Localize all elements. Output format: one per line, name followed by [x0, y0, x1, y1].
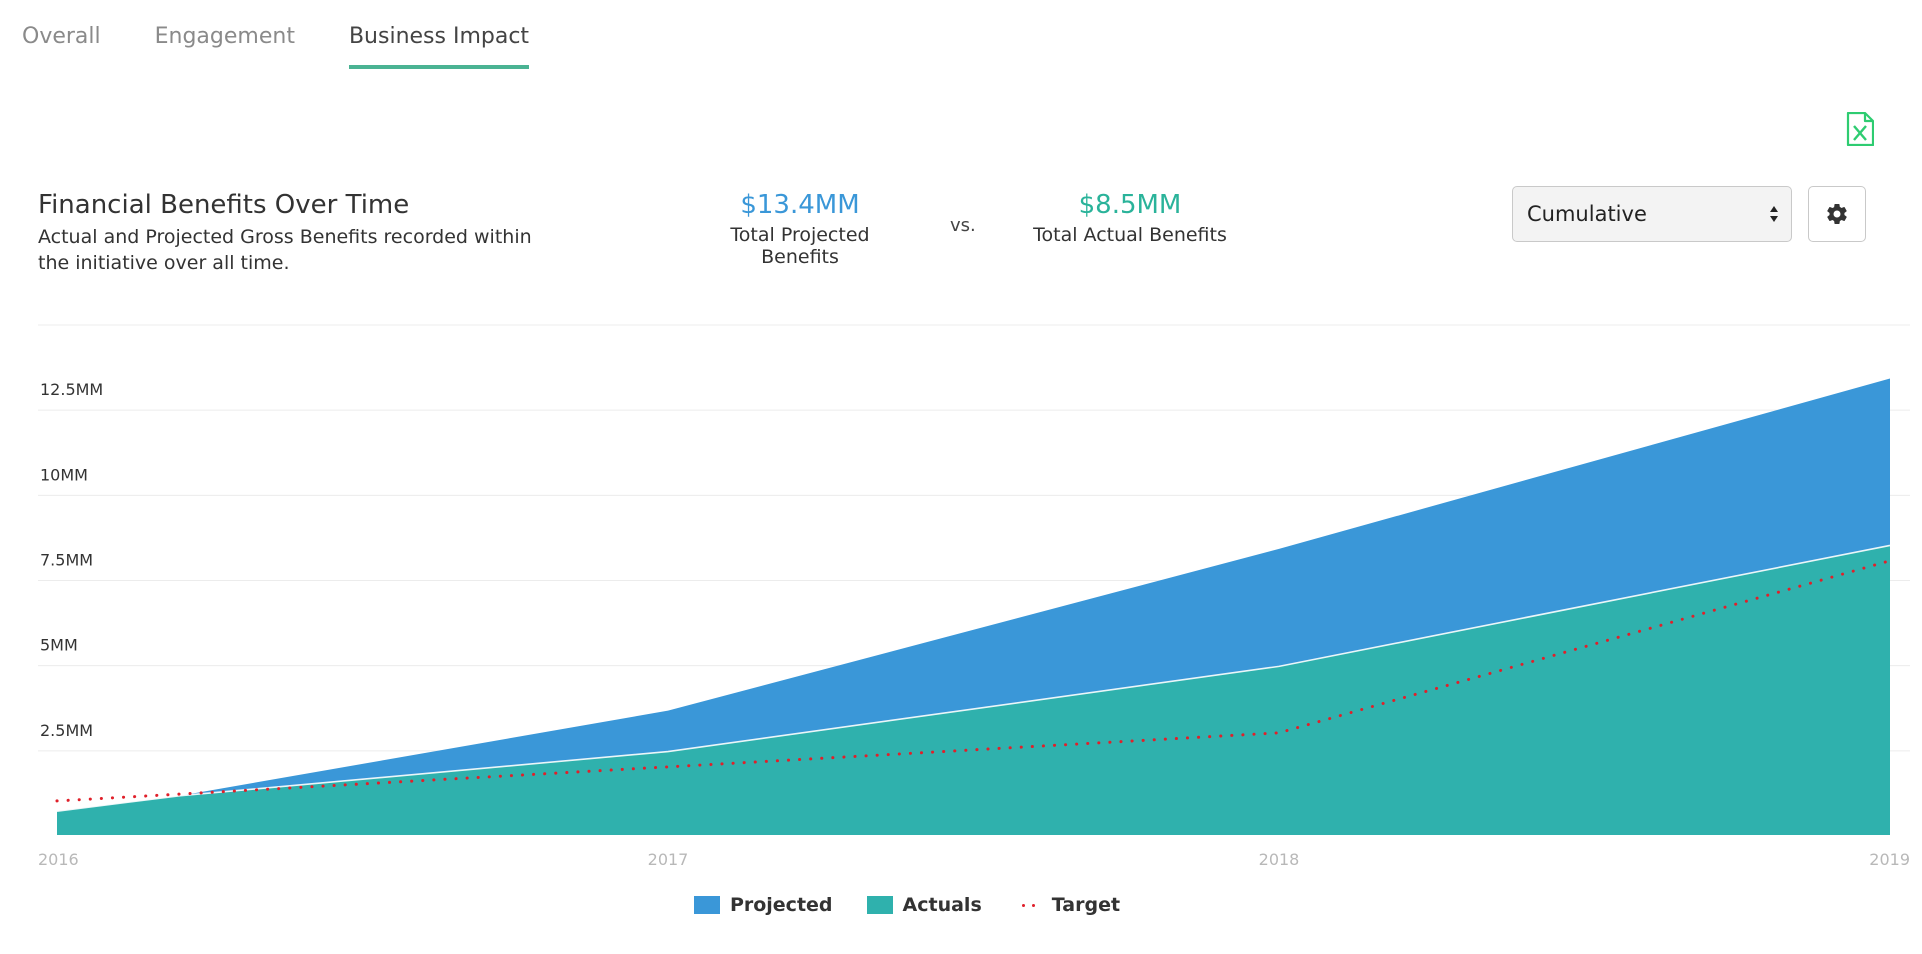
kpi-actual-label: Total Actual Benefits	[1033, 224, 1227, 246]
chart-title: Financial Benefits Over Time	[38, 190, 410, 220]
y-tick-label: 15MM	[40, 310, 88, 314]
y-tick-label: 12.5MM	[40, 380, 103, 399]
x-tick-label: 2016	[38, 850, 79, 869]
vs-label: vs.	[950, 215, 976, 236]
x-tick-label: 2017	[648, 850, 689, 869]
kpi-projected: $13.4MM Total Projected Benefits	[690, 190, 910, 268]
tab-business-impact[interactable]: Business Impact	[348, 24, 530, 69]
benefits-area-chart: 2.5MM 5MM 7.5MM 10MM 12.5MM 15MM 2016 2017 2018 2…	[38, 310, 1910, 869]
legend-actuals[interactable]: Actuals	[866, 894, 982, 916]
tab-overall[interactable]: Overall	[22, 24, 101, 49]
kpi-projected-label: Total Projected Benefits	[730, 224, 870, 268]
chart-subtitle: Actual and Projected Gross Benefits reco…	[38, 226, 532, 274]
legend-projected[interactable]: Projected	[693, 894, 833, 916]
x-tick-label: 2018	[1259, 850, 1300, 869]
kpi-actual: $8.5MM Total Actual Benefits	[1020, 190, 1240, 246]
series-target-line	[55, 559, 1892, 803]
tab-engagement[interactable]: Engagement	[154, 24, 295, 49]
legend-projected-swatch	[693, 896, 720, 914]
y-tick-label: 7.5MM	[40, 551, 93, 570]
legend-actuals-label: Actuals	[902, 894, 982, 916]
select-arrows-icon	[1770, 206, 1778, 222]
legend-target[interactable]: Target	[1016, 894, 1120, 916]
y-tick-label: 5MM	[40, 636, 78, 655]
y-tick-label: 2.5MM	[40, 721, 93, 740]
series-actuals-area	[57, 545, 1890, 835]
mode-select[interactable]: Cumulative	[1512, 186, 1792, 242]
kpi-actual-value: $8.5MM	[1078, 190, 1182, 220]
mode-select-value: Cumulative	[1527, 202, 1647, 226]
excel-icon[interactable]	[1846, 111, 1875, 147]
legend-target-label: Target	[1051, 894, 1121, 916]
legend-actuals-swatch	[866, 896, 893, 914]
x-tick-label: 2019	[1869, 850, 1910, 869]
settings-button[interactable]	[1808, 186, 1866, 242]
kpi-projected-value: $13.4MM	[740, 190, 860, 220]
legend-projected-label: Projected	[729, 894, 833, 916]
tab-bar: Overall Engagement Business Impact	[22, 24, 530, 69]
legend-target-swatch	[1016, 903, 1042, 907]
y-tick-label: 10MM	[40, 465, 88, 484]
chart-legend: Projected Actuals Target	[0, 894, 1922, 916]
gear-icon	[1827, 204, 1847, 225]
series-actuals-edge	[56, 544, 1891, 812]
